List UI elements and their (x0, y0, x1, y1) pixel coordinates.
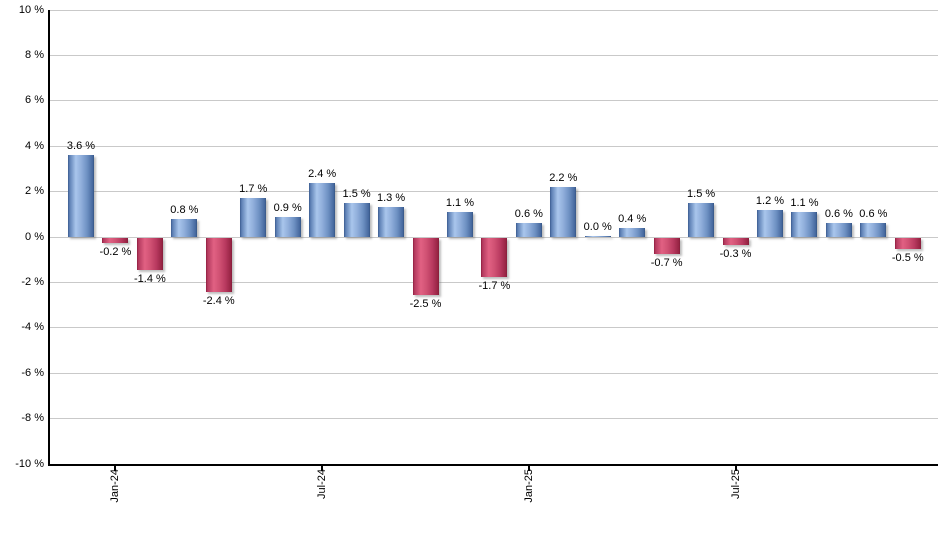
y-gridline (49, 281, 938, 283)
y-axis-tick-label: -2 % (21, 275, 44, 288)
bar (515, 223, 542, 237)
x-axis-tick-label: Jan-25 (522, 469, 535, 503)
bar-value-label: 1.5 % (687, 187, 716, 200)
y-axis-tick-label: -6 % (21, 366, 44, 379)
y-axis-tick-label: 10 % (18, 3, 44, 16)
bar (309, 182, 336, 237)
bar-value-label: 0.9 % (273, 201, 302, 214)
bar (894, 238, 921, 250)
bar (791, 212, 818, 237)
y-axis-tick-label: -10 % (15, 457, 44, 470)
bar (688, 202, 715, 237)
bar (205, 238, 232, 293)
bar-value-label: 2.4 % (308, 167, 337, 180)
bar (412, 238, 439, 295)
bar (825, 223, 852, 237)
bar-value-label: 1.2 % (755, 194, 785, 207)
bar-value-label: 0.4 % (618, 212, 647, 225)
bar (240, 198, 267, 237)
y-axis-tick-label: 8 % (25, 48, 44, 61)
bar (171, 218, 198, 237)
bar (619, 227, 646, 237)
y-axis-line (48, 10, 50, 466)
y-axis-tick-label: 4 % (25, 139, 44, 152)
bar-value-label: 1.1 % (790, 197, 819, 210)
bar (481, 238, 508, 277)
bar-value-label: 1.7 % (239, 183, 268, 196)
bar-value-label: -1.7 % (478, 279, 511, 292)
bar-value-label: -0.5 % (891, 252, 924, 265)
bar-value-label: 1.5 % (342, 187, 371, 200)
bar (584, 235, 611, 237)
y-gridline (49, 9, 938, 11)
y-gridline (49, 418, 938, 420)
bar-value-label: 1.3 % (376, 192, 406, 205)
bar-value-label: -0.2 % (99, 245, 132, 258)
bar-value-label: 1.1 % (445, 197, 474, 210)
x-axis-tick (734, 466, 737, 471)
x-axis-tick-label: Jul-24 (316, 469, 329, 499)
bar (550, 187, 577, 237)
y-gridline (49, 54, 938, 56)
bar-value-label: 0.6 % (514, 208, 543, 221)
y-axis-tick-label: 0 % (25, 230, 44, 243)
x-axis-tick (321, 466, 324, 471)
bar (343, 202, 370, 237)
y-gridline (49, 327, 938, 329)
y-axis-tick-label: -4 % (21, 321, 44, 334)
bar (102, 238, 129, 243)
bar-value-label: -2.4 % (202, 295, 235, 308)
x-axis-tick-label: Jan-24 (109, 469, 122, 503)
x-axis-line (49, 464, 938, 466)
y-axis-tick-label: -8 % (21, 412, 44, 425)
bar (446, 212, 473, 237)
bar (274, 216, 301, 237)
bar-value-label: -0.7 % (650, 256, 683, 269)
y-gridline (49, 236, 938, 238)
bar (136, 238, 163, 270)
y-axis-tick-label: 6 % (25, 94, 44, 107)
bar (68, 155, 94, 237)
bar-value-label: -2.5 % (409, 297, 442, 310)
y-gridline (49, 145, 938, 147)
bar (653, 238, 680, 254)
bar (722, 238, 749, 245)
x-axis-tick (114, 466, 117, 471)
bar-value-label: 0.6 % (859, 208, 888, 221)
bar-value-label: 0.0 % (583, 220, 612, 233)
y-gridline (49, 100, 938, 102)
bar-value-label: 0.8 % (170, 203, 199, 216)
bar (757, 209, 783, 237)
bar-value-label: -0.3 % (719, 247, 752, 260)
y-gridline (49, 191, 938, 193)
y-gridline (49, 372, 938, 374)
bar-value-label: 2.2 % (549, 172, 578, 185)
y-axis-tick-label: 2 % (25, 185, 44, 198)
bar-value-label: 0.6 % (824, 208, 853, 221)
bar (860, 223, 887, 237)
x-axis-tick-label: Jul-25 (729, 469, 742, 499)
bar-value-label: 3.6 % (66, 140, 96, 153)
x-axis-tick (527, 466, 530, 471)
bar-value-label: -1.4 % (133, 272, 166, 285)
bar (378, 207, 405, 237)
